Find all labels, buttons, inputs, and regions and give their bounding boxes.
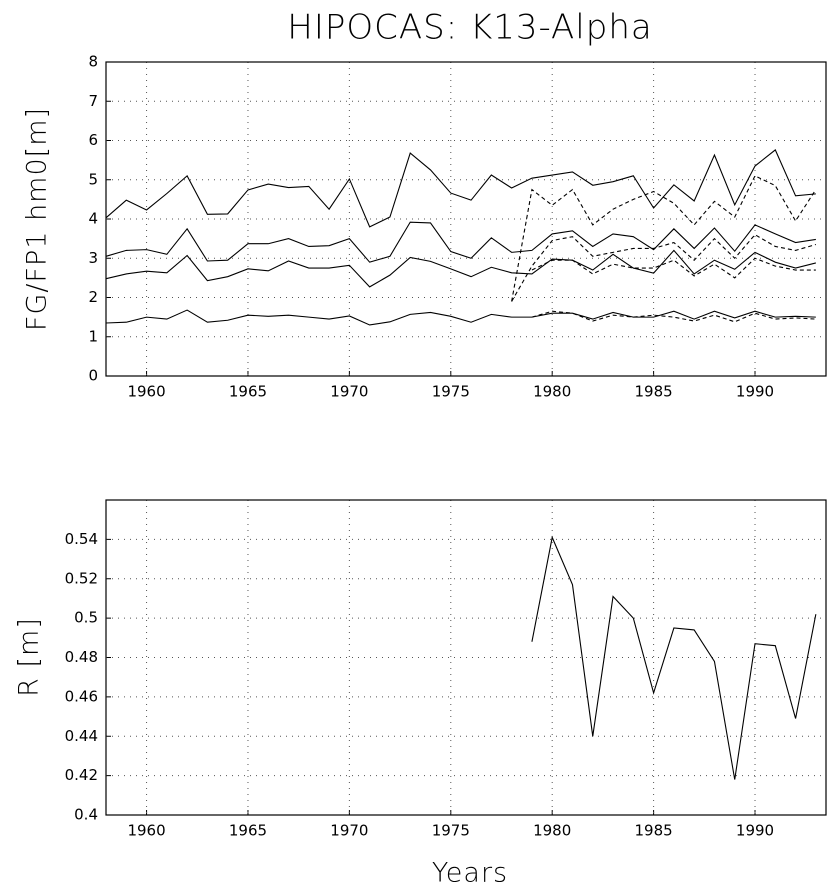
- y-tick-label: 0.48: [65, 648, 98, 666]
- data-line: [531, 535, 817, 780]
- data-line: [105, 221, 816, 263]
- y-tick-label: 7: [88, 92, 98, 110]
- x-tick-label: 1990: [736, 383, 774, 401]
- y-tick-label: 4: [88, 210, 98, 228]
- x-tick-label: 1960: [127, 822, 165, 840]
- data-line: [531, 257, 816, 279]
- y-tick-label: 6: [88, 131, 98, 149]
- x-axis-label: Years: [432, 858, 508, 889]
- data-line: [511, 233, 817, 302]
- y-tick-label: 2: [88, 288, 98, 306]
- y-tick-label: 0.52: [65, 569, 98, 587]
- x-tick-label: 1985: [635, 822, 673, 840]
- y-tick-label: 1: [88, 327, 98, 345]
- y-tick-label: 0.42: [65, 766, 98, 784]
- y-tick-label: 0.54: [65, 530, 98, 548]
- y-tick-label: 5: [88, 170, 98, 188]
- y-tick-label: 0.46: [65, 687, 98, 705]
- plot-frame: [105, 61, 827, 377]
- x-tick-label: 1980: [533, 383, 571, 401]
- y-axis-label: R [m]: [14, 617, 45, 697]
- x-tick-label: 1970: [330, 383, 368, 401]
- x-tick-label: 1980: [533, 822, 571, 840]
- x-tick-label: 1990: [736, 822, 774, 840]
- y-tick-label: 0: [88, 367, 98, 385]
- data-line: [511, 175, 817, 302]
- x-tick-label: 1975: [432, 822, 470, 840]
- x-tick-label: 1965: [229, 383, 267, 401]
- y-tick-label: 3: [88, 249, 98, 267]
- chart-title: HIPOCAS: K13-Alpha: [287, 8, 652, 48]
- y-tick-label: 0.44: [65, 727, 98, 745]
- data-line: [105, 309, 816, 326]
- x-tick-label: 1985: [635, 383, 673, 401]
- y-tick-label: 0.5: [74, 609, 98, 627]
- x-tick-label: 1965: [229, 822, 267, 840]
- plot-frame: [105, 499, 827, 816]
- data-line: [105, 149, 816, 228]
- y-tick-label: 0.4: [74, 806, 98, 824]
- x-tick-label: 1975: [432, 383, 470, 401]
- y-tick-label: 8: [88, 53, 98, 71]
- x-tick-label: 1960: [127, 383, 165, 401]
- x-tick-label: 1970: [330, 822, 368, 840]
- data-line: [105, 249, 816, 288]
- y-axis-label: FG/FP1 hm0[m]: [22, 107, 53, 331]
